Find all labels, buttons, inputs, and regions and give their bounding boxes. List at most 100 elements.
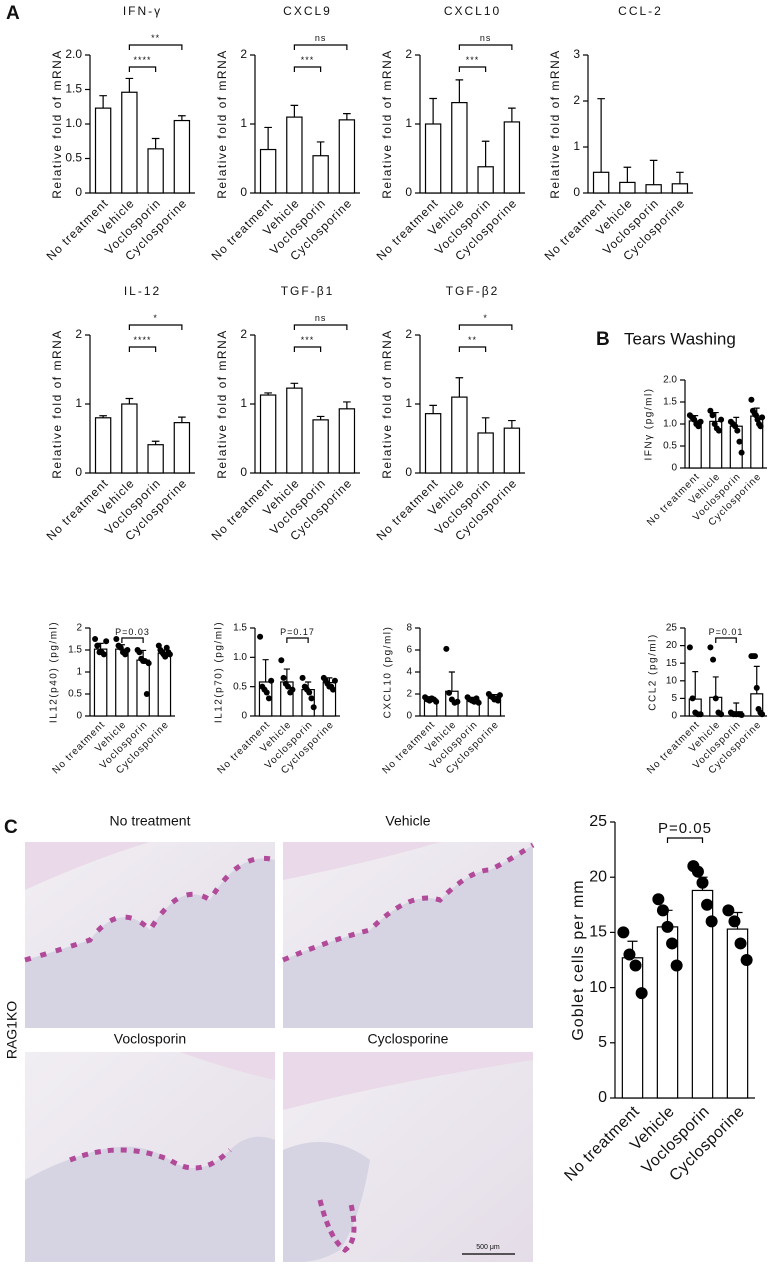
error-bar [429, 97, 437, 124]
data-point [433, 698, 440, 705]
y-axis-label: Goblet cells per mm [570, 879, 587, 1040]
data-point [113, 636, 120, 642]
y-tick-label: 0 [671, 711, 677, 722]
y-tick-label: 0 [240, 185, 247, 199]
y-tick-label: 25 [589, 813, 607, 830]
data-point [759, 711, 766, 718]
bar [312, 419, 329, 474]
error-bar [151, 440, 160, 445]
micrograph-label: Vehicle [385, 813, 430, 829]
chart-title: TGF-β2 [446, 284, 500, 298]
micrograph [25, 1052, 275, 1262]
significance-label: **** [133, 55, 151, 65]
micrograph [24, 842, 276, 1028]
bar [157, 652, 172, 717]
error-bar [343, 401, 351, 409]
y-tick-label: 0.5 [65, 151, 82, 165]
significance-bracket [715, 637, 737, 643]
y-tick-label: 2 [405, 47, 412, 61]
significance-bracket [458, 324, 513, 330]
significance-label: *** [466, 55, 480, 65]
data-point [686, 644, 693, 651]
data-point [454, 698, 461, 705]
y-tick-label: 1.5 [68, 645, 82, 656]
y-tick-label: 0 [240, 465, 247, 479]
significance-bracket [458, 346, 487, 352]
data-point [265, 695, 272, 702]
significance-bracket [293, 66, 322, 72]
y-tick-label: 5 [598, 1034, 607, 1051]
micrograph-label: Cyclosporine [368, 1031, 449, 1047]
error-bar [290, 382, 299, 389]
data-point [736, 438, 743, 445]
significance-bracket [293, 324, 348, 330]
error-bar [481, 417, 490, 433]
error-bar [481, 140, 490, 167]
significance-bracket [293, 44, 348, 50]
y-tick-label: 20 [666, 640, 678, 651]
y-axis-label: IL12(p40) (pg/ml) [49, 621, 60, 723]
error-bar [692, 671, 699, 700]
significance-label: ns [315, 313, 327, 323]
data-point [701, 898, 714, 911]
y-tick-label: 0 [406, 711, 412, 722]
bar [259, 394, 277, 474]
bar [338, 119, 356, 194]
y-tick-label: 0.5 [233, 681, 247, 692]
y-tick-label: 15 [666, 658, 678, 669]
bar [94, 417, 112, 474]
data-point [718, 416, 725, 423]
y-tick-label: 1 [240, 396, 247, 410]
bar [286, 387, 303, 474]
data-point [278, 657, 285, 664]
y-tick-label: 1 [240, 116, 247, 130]
data-point [712, 695, 719, 702]
y-axis-label: Relative fold of mRNA [548, 49, 562, 199]
bar [173, 422, 191, 474]
y-tick-label: 0.5 [68, 689, 82, 700]
data-point [310, 704, 317, 711]
data-point [722, 904, 735, 917]
data-point [728, 915, 741, 928]
y-tick-label: 2 [240, 47, 247, 61]
data-point [709, 412, 716, 419]
panel-label: B [596, 329, 610, 350]
error-bar [733, 702, 740, 712]
y-axis-label: CXCL10 (pg/ml) [383, 626, 394, 719]
data-point [748, 396, 755, 403]
bar [621, 957, 644, 1099]
significance-label: P=0.01 [709, 627, 744, 637]
data-point [670, 959, 683, 972]
y-tick-label: 25 [666, 623, 678, 634]
y-tick-label: 20 [589, 868, 607, 885]
bar [645, 184, 662, 194]
data-point [707, 644, 714, 651]
bar [173, 119, 191, 194]
y-tick-label: 1.5 [65, 82, 82, 96]
data-point [166, 651, 173, 658]
chart-title: CXCL10 [444, 4, 501, 18]
bar [477, 432, 494, 474]
chart-title: IFN-γ [123, 4, 162, 18]
micrograph-label: Voclosporin [114, 1031, 186, 1047]
y-tick-label: 2 [573, 93, 580, 107]
y-tick-label: 0 [405, 465, 412, 479]
y-tick-label: 2 [75, 327, 82, 341]
data-point [753, 684, 760, 691]
strain-label: RAG1KO [4, 1001, 20, 1059]
significance-label: *** [301, 335, 315, 345]
error-bar [455, 79, 464, 103]
y-tick-label: 2 [406, 689, 412, 700]
data-point [734, 427, 741, 434]
data-point [306, 689, 313, 696]
error-bar [508, 419, 516, 429]
y-tick-label: 5 [671, 693, 677, 704]
error-bar [290, 104, 299, 118]
bar [312, 155, 329, 194]
y-tick-label: 2 [240, 327, 247, 341]
y-axis-label: Relative fold of mRNA [380, 329, 394, 479]
data-point [446, 689, 453, 696]
data-point [496, 692, 503, 699]
significance-label: P=0.17 [280, 627, 315, 637]
error-bar [508, 107, 516, 122]
